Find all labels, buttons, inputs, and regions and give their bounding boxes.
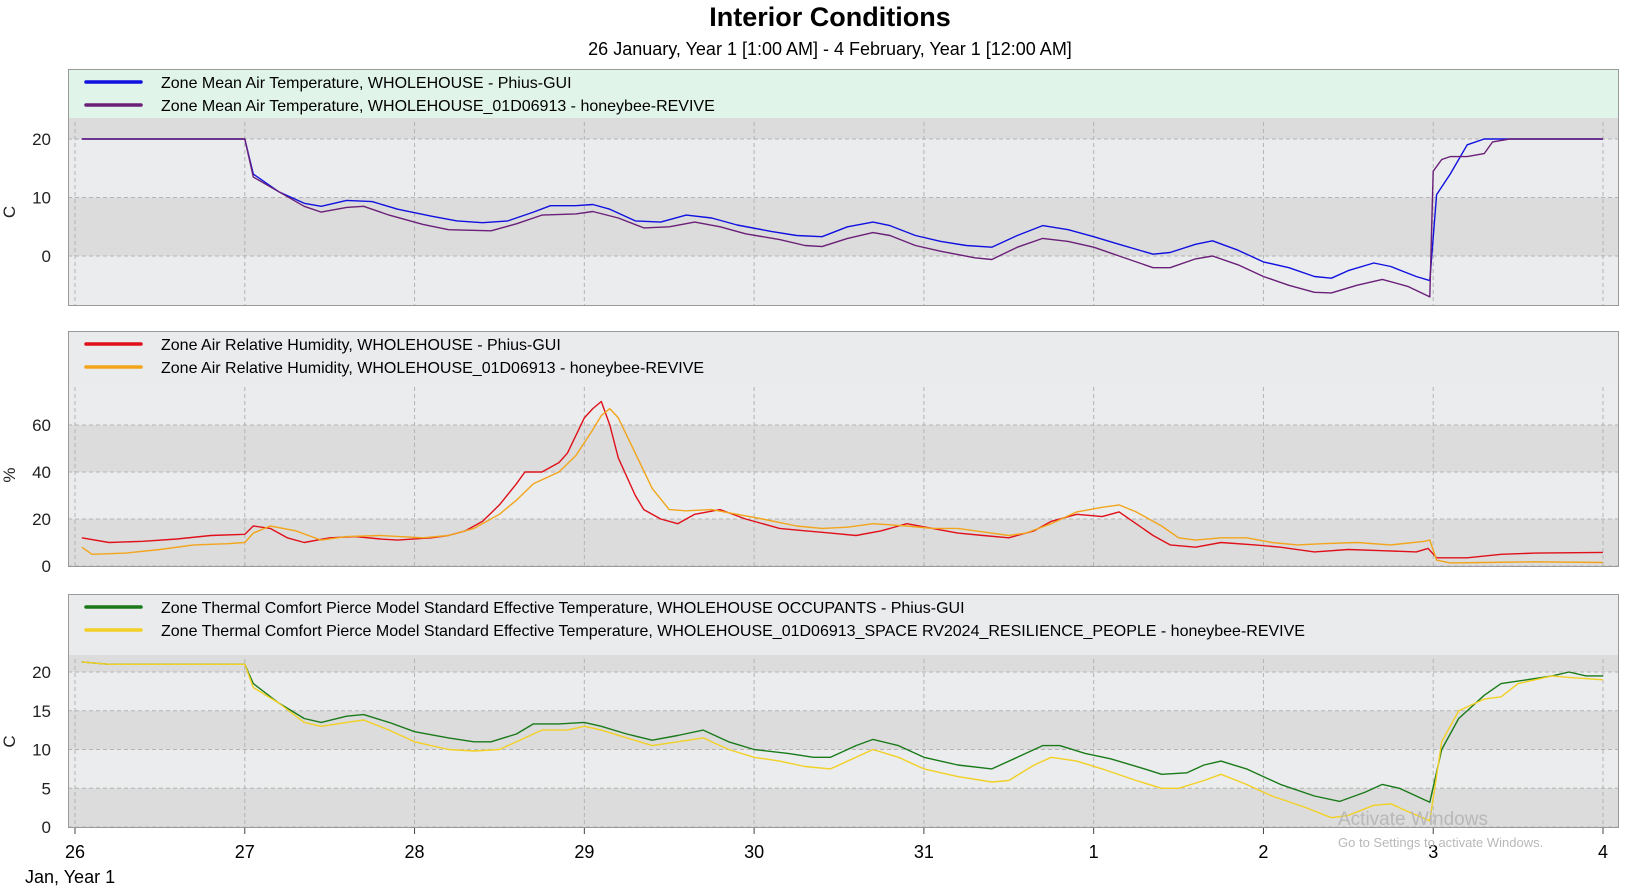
panel-2: 0 20 40 60% Zone Air Relative Humidity, WHOL… [0,331,1619,576]
series-line-1 [81,661,1603,803]
panel-1: 0 10 20 C Zone Mean Air Temperature, WHOLEHO… [0,69,1619,306]
x-tick-label: 27 [235,842,255,862]
series-line-2 [81,661,1604,822]
series-line-2 [81,407,1604,564]
y-tick-label: 0 [42,557,51,576]
legend-label: Zone Mean Air Temperature, WHOLEHOUSE_01… [161,98,715,115]
legend-label: Zone Air Relative Humidity, WHOLEHOUSE_0… [161,360,704,377]
chart-subtitle: 26 January, Year 1 [1:00 AM] - 4 Februar… [588,39,1072,59]
y-axis-label: C [0,735,19,747]
plot-band [68,710,1619,750]
watermark-line-2: Go to Settings to activate Windows. [1338,835,1544,850]
x-tick-label: 30 [744,842,764,862]
legend-item-1: Zone Air Relative Humidity, WHOLEHOUSE -… [84,337,561,354]
plot-band [68,256,1619,306]
x-tick-label: 29 [574,842,594,862]
legend-label: Zone Thermal Comfort Pierce Model Standa… [161,600,965,617]
legend-label: Zone Thermal Comfort Pierce Model Standa… [161,623,1305,640]
panel-border [68,331,1619,567]
x-tick-label: 26 [65,842,85,862]
x-tick-label: 4 [1598,842,1608,862]
legend-band [68,69,1619,118]
series-line-1 [81,138,1603,282]
chart-title: Interior Conditions [709,2,950,32]
legend-item-1: Zone Thermal Comfort Pierce Model Standa… [84,600,965,617]
y-tick-label: 10 [32,741,51,760]
plot-band [68,118,1619,139]
panel-3: 0 5 10 15 20 C Zone Thermal Comfort Pierce Mod… [0,594,1619,837]
x-axis-period-label: Jan, Year 1 [25,867,115,887]
x-tick-label: 2 [1258,842,1268,862]
legend-label: Zone Mean Air Temperature, WHOLEHOUSE - … [161,75,572,92]
plot-band [68,519,1619,566]
plot-band [68,425,1619,472]
plot-band [68,197,1619,256]
grid-lines [68,659,1619,828]
watermark-line-1: Activate Windows [1338,809,1488,830]
y-tick-label: 10 [32,189,51,208]
legend-label: Zone Air Relative Humidity, WHOLEHOUSE -… [161,337,561,354]
series-line-2 [81,138,1603,298]
y-axis-label: % [0,467,19,482]
y-tick-label: 20 [32,510,51,529]
y-tick-label: 40 [32,463,51,482]
panel-border [68,594,1619,828]
plot-band [68,788,1619,827]
legend-item-2: Zone Mean Air Temperature, WHOLEHOUSE_01… [84,98,715,115]
legend-item-2: Zone Air Relative Humidity, WHOLEHOUSE_0… [84,360,704,377]
y-axis-label: C [0,206,19,218]
legend-item-2: Zone Thermal Comfort Pierce Model Standa… [84,623,1305,640]
y-tick-label: 15 [32,702,51,721]
windows-activation-watermark: Activate Windows Go to Settings to activ… [1338,809,1543,850]
x-tick-label: 28 [405,842,425,862]
y-tick-label: 0 [42,247,51,266]
x-tick-label: 3 [1428,842,1438,862]
chart-panels: 0 10 20 C Zone Mean Air Temperature, WHOLEHO… [0,69,1619,837]
grid-lines [68,122,1619,306]
y-tick-label: 0 [42,818,51,837]
legend-item-1: Zone Mean Air Temperature, WHOLEHOUSE - … [84,75,572,92]
series-line-1 [81,400,1604,559]
y-tick-label: 5 [42,779,51,798]
x-axis: 26 27 28 29 30 31 1 2 3 4 [65,828,1608,862]
y-tick-label: 20 [32,663,51,682]
legend-band [68,594,1619,655]
y-tick-label: 60 [32,416,51,435]
x-tick-label: 31 [914,842,934,862]
x-tick-label: 1 [1089,842,1099,862]
y-tick-label: 20 [32,130,51,149]
panel-border [68,69,1619,306]
legend-band [68,331,1619,383]
grid-lines [68,387,1619,567]
plot-band [68,655,1619,672]
